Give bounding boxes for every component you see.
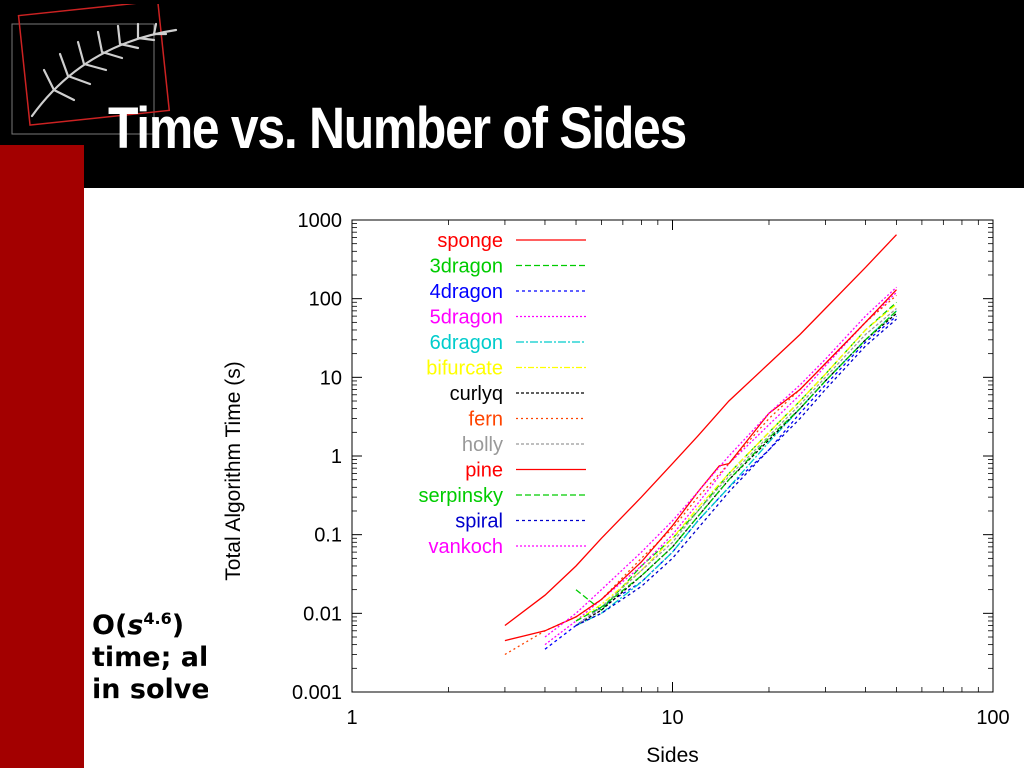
series-line-sponge bbox=[504, 234, 897, 627]
x-tick-label: 1 bbox=[346, 707, 357, 729]
legend-label-fern: fern bbox=[469, 409, 503, 431]
series-line-bifurcate bbox=[575, 303, 897, 622]
legend-label-curlyq: curlyq bbox=[450, 383, 503, 405]
legend-label-serpinsky: serpinsky bbox=[419, 485, 503, 507]
fern-leaf-icon bbox=[11, 4, 178, 135]
time-vs-sides-chart: 1 10 100 0.001 0.01 0.1 1 10 100 1000 Sides Total A… bbox=[222, 210, 1010, 767]
y-tick-label: 10 bbox=[320, 367, 342, 389]
x-tick-label: 100 bbox=[976, 707, 1009, 729]
legend-label-6dragon: 6dragon bbox=[430, 332, 503, 354]
chart-panel: 1 10 100 0.001 0.01 0.1 1 10 100 1000 Sides Total A… bbox=[208, 190, 1024, 768]
legend-label-holly: holly bbox=[462, 434, 503, 456]
legend-label-pine: pine bbox=[465, 460, 503, 482]
x-axis-label: Sides bbox=[646, 744, 699, 767]
complexity-note: O(s4.6) time; all in solver bbox=[92, 609, 223, 706]
note-line-3: in solver bbox=[92, 673, 223, 705]
y-tick-label: 1000 bbox=[298, 210, 343, 232]
legend-label-3dragon: 3dragon bbox=[430, 256, 503, 278]
legend-label-4dragon: 4dragon bbox=[430, 281, 503, 303]
series-line-spiral bbox=[575, 318, 897, 627]
legend-label-5dragon: 5dragon bbox=[430, 307, 503, 329]
series-line-serpinsky bbox=[575, 310, 897, 622]
y-tick-label: 0.001 bbox=[292, 682, 342, 704]
series-line-fern bbox=[504, 294, 897, 656]
legend-label-bifurcate: bifurcate bbox=[426, 358, 503, 380]
legend-label-sponge: sponge bbox=[437, 230, 503, 252]
legend-label-vankoch: vankoch bbox=[429, 536, 504, 558]
note-line-1: O(s4.6) bbox=[92, 609, 185, 641]
y-tick-label: 0.1 bbox=[314, 525, 342, 547]
series-line-vankoch bbox=[544, 286, 897, 638]
series-line-holly bbox=[575, 308, 897, 627]
legend-label-spiral: spiral bbox=[455, 511, 503, 533]
note-line-2: time; all bbox=[92, 641, 218, 673]
x-tick-label: 10 bbox=[661, 707, 683, 729]
y-tick-label: 100 bbox=[309, 289, 342, 311]
series-line-6dragon bbox=[575, 310, 897, 627]
y-axis-label: Total Algorithm Time (s) bbox=[222, 361, 245, 580]
y-tick-label: 1 bbox=[331, 446, 342, 468]
y-tick-label: 0.01 bbox=[303, 603, 342, 625]
accent-bar bbox=[0, 145, 84, 768]
slide-title: Time vs. Number of Sides bbox=[108, 96, 687, 161]
